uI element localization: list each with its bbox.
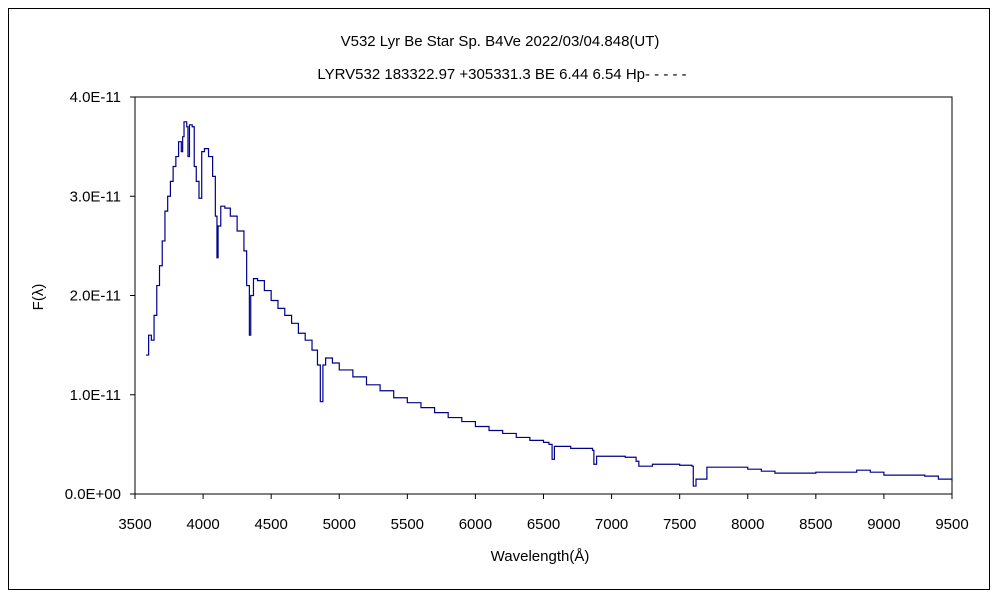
x-tick-label: 3500	[118, 516, 151, 533]
x-axis-label: Wavelength(Å)	[491, 548, 590, 565]
spectrum-line	[145, 121, 953, 487]
x-tick-label: 5000	[323, 516, 356, 533]
y-tick-label: 0.0E+00	[65, 486, 121, 503]
chart-title: V532 Lyr Be Star Sp. B4Ve 2022/03/04.848…	[341, 33, 660, 50]
y-axis-label: F(λ)	[30, 284, 47, 311]
chart-frame	[8, 8, 990, 590]
y-tick-label: 3.0E-11	[70, 188, 121, 205]
x-tick-label: 7500	[663, 516, 696, 533]
chart-subtitle: LYRV532 183322.97 +305331.3 BE 6.44 6.54…	[317, 66, 686, 83]
x-tick-label: 6000	[459, 516, 492, 533]
plot-area	[134, 96, 953, 495]
x-tick-label: 8000	[731, 516, 764, 533]
x-tick-label: 8500	[799, 516, 832, 533]
x-tick-label: 6500	[527, 516, 560, 533]
x-tick-label: 4500	[254, 516, 287, 533]
y-tick-label: 2.0E-11	[70, 288, 121, 305]
x-tick-label: 7000	[595, 516, 628, 533]
x-tick-label: 9000	[867, 516, 900, 533]
y-tick-label: 4.0E-11	[70, 89, 121, 106]
x-tick-label: 5500	[391, 516, 424, 533]
y-tick-label: 1.0E-11	[70, 387, 121, 404]
x-tick-label: 4000	[186, 516, 219, 533]
x-tick-label: 9500	[935, 516, 968, 533]
